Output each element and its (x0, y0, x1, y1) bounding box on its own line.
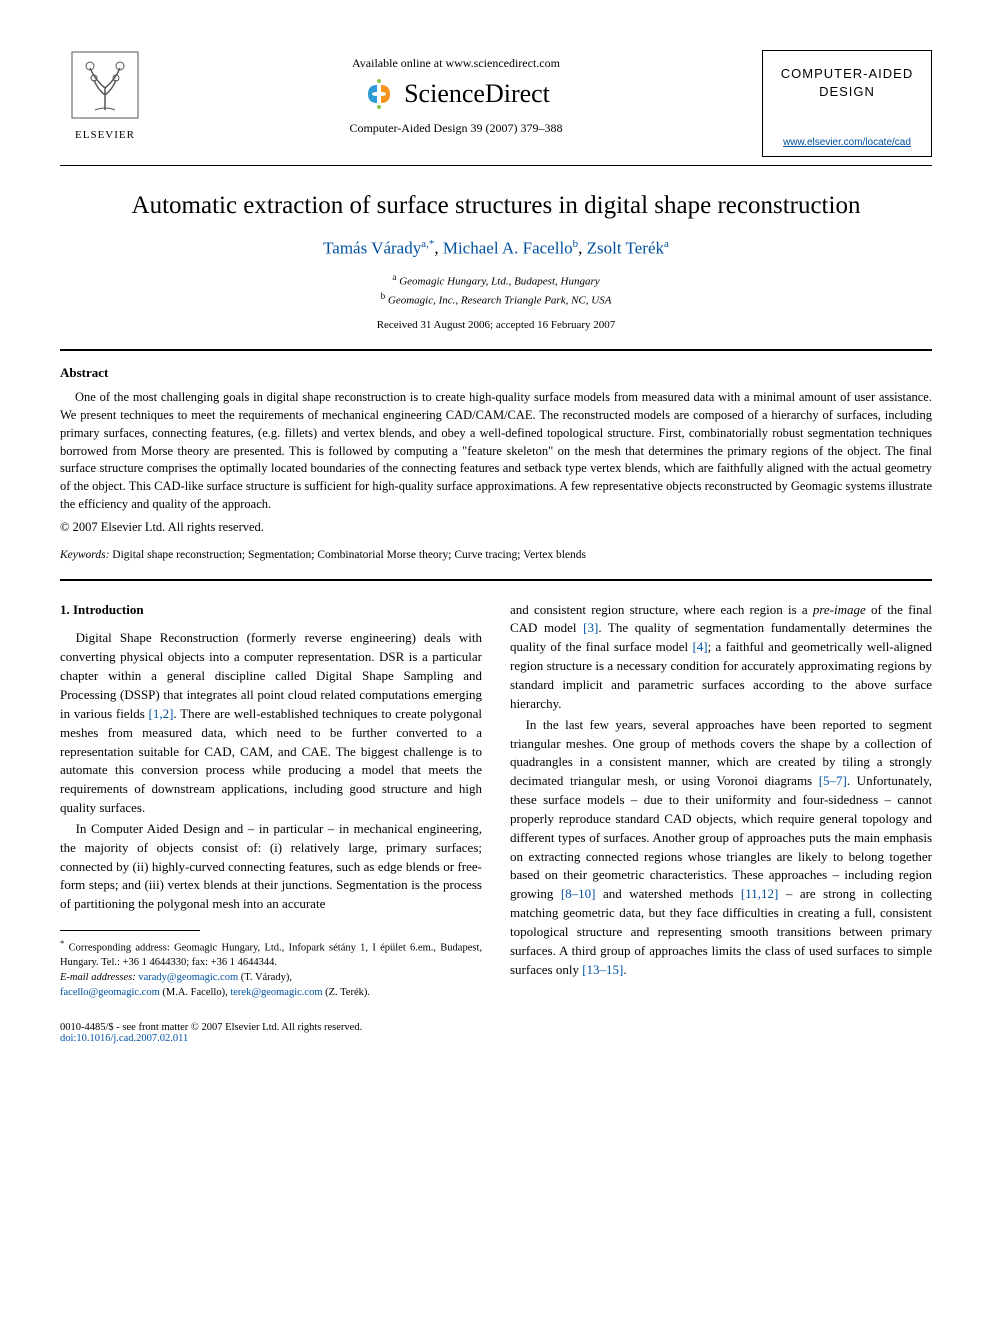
email-3[interactable]: terek@geomagic.com (230, 987, 322, 998)
header-center: Available online at www.sciencedirect.co… (150, 50, 762, 136)
article-title: Automatic extraction of surface structur… (60, 192, 932, 220)
header-rule (60, 165, 932, 166)
left-column: 1. Introduction Digital Shape Reconstruc… (60, 601, 482, 1001)
footer-copyright: 0010-4485/$ - see front matter © 2007 El… (60, 1022, 362, 1033)
author-2-name[interactable]: Michael A. Facello (443, 239, 573, 258)
journal-cover-box: COMPUTER-AIDED DESIGN www.elsevier.com/l… (762, 50, 932, 157)
elsevier-block: ELSEVIER (60, 50, 150, 141)
author-1-corr-star[interactable]: * (429, 238, 435, 250)
journal-name-line1: COMPUTER-AIDED (771, 65, 923, 83)
author-2-affil-sup: b (573, 238, 579, 250)
available-online-text: Available online at www.sciencedirect.co… (150, 56, 762, 71)
page-footer: 0010-4485/$ - see front matter © 2007 El… (60, 1022, 932, 1044)
abstract-body: One of the most challenging goals in dig… (60, 389, 932, 513)
journal-name-line2: DESIGN (771, 83, 923, 101)
author-1-affil-sup: a, (421, 238, 429, 250)
intro-para-4: In the last few years, several approache… (510, 716, 932, 980)
ref-11-12[interactable]: [11,12] (741, 886, 778, 901)
abstract-heading: Abstract (60, 365, 932, 381)
author-3-name[interactable]: Zsolt Terék (587, 239, 664, 258)
keywords-line: Keywords: Digital shape reconstruction; … (60, 549, 932, 561)
preimage-italic: pre-image (813, 602, 866, 617)
elsevier-label: ELSEVIER (60, 129, 150, 141)
right-column: and consistent region structure, where e… (510, 601, 932, 1001)
ref-4[interactable]: [4] (692, 639, 707, 654)
affiliations: a Geomagic Hungary, Ltd., Budapest, Hung… (60, 271, 932, 309)
author-3-affil-sup: a (664, 238, 669, 250)
ref-5-7[interactable]: [5–7] (819, 773, 847, 788)
intro-para-2: In Computer Aided Design and – in partic… (60, 820, 482, 914)
intro-para-3: and consistent region structure, where e… (510, 601, 932, 714)
doi-label: doi: (60, 1033, 76, 1044)
intro-para-1: Digital Shape Reconstruction (formerly r… (60, 629, 482, 817)
footnote-separator (60, 930, 200, 931)
affil-a-sup: a (392, 272, 396, 282)
article-dates: Received 31 August 2006; accepted 16 Feb… (60, 319, 932, 331)
citation-line: Computer-Aided Design 39 (2007) 379–388 (150, 121, 762, 136)
sciencedirect-logo: ScienceDirect (150, 77, 762, 111)
sciencedirect-icon (362, 77, 396, 111)
body-columns: 1. Introduction Digital Shape Reconstruc… (60, 601, 932, 1001)
journal-homepage-link[interactable]: www.elsevier.com/locate/cad (771, 137, 923, 148)
sciencedirect-text: ScienceDirect (404, 79, 550, 109)
page-header: ELSEVIER Available online at www.science… (60, 50, 932, 157)
affil-b-sup: b (381, 291, 386, 301)
doi-link[interactable]: 10.1016/j.cad.2007.02.011 (76, 1033, 188, 1044)
email-label: E-mail addresses: (60, 972, 136, 983)
keywords-text: Digital shape reconstruction; Segmentati… (109, 549, 586, 561)
affil-b-text: Geomagic, Inc., Research Triangle Park, … (388, 295, 612, 307)
rule-below-keywords (60, 579, 932, 581)
abstract-copyright: © 2007 Elsevier Ltd. All rights reserved… (60, 520, 932, 535)
ref-3[interactable]: [3] (583, 620, 598, 635)
keywords-label: Keywords: (60, 549, 109, 561)
footer-left-col: 0010-4485/$ - see front matter © 2007 El… (60, 1022, 362, 1044)
corresponding-footnote: * Corresponding address: Geomagic Hungar… (60, 937, 482, 1000)
email-2[interactable]: facello@geomagic.com (60, 987, 160, 998)
ref-13-15[interactable]: [13–15] (582, 962, 623, 977)
email-1[interactable]: varady@geomagic.com (138, 972, 238, 983)
section-1-heading: 1. Introduction (60, 601, 482, 620)
affil-a-text: Geomagic Hungary, Ltd., Budapest, Hungar… (399, 276, 599, 288)
ref-8-10[interactable]: [8–10] (561, 886, 596, 901)
rule-above-abstract (60, 349, 932, 351)
corr-address: Corresponding address: Geomagic Hungary,… (60, 943, 482, 969)
author-1-name[interactable]: Tamás Várady (323, 239, 421, 258)
elsevier-tree-icon (70, 50, 140, 120)
author-list: Tamás Váradya,*, Michael A. Facellob, Zs… (60, 238, 932, 259)
ref-1-2[interactable]: [1,2] (149, 706, 174, 721)
